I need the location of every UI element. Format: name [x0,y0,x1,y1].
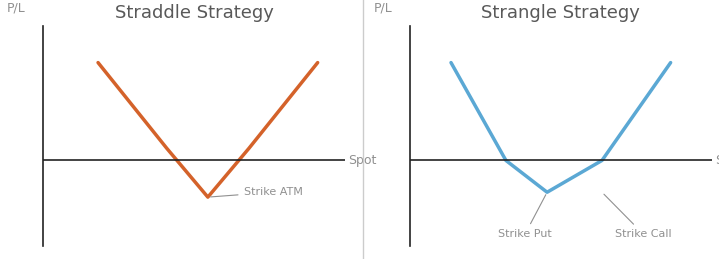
Title: Straddle Strategy: Straddle Strategy [115,4,273,21]
Text: Spot: Spot [715,154,719,167]
Text: P/L: P/L [374,2,393,15]
Text: P/L: P/L [7,2,26,15]
Title: Strangle Strategy: Strangle Strategy [482,4,640,21]
Text: Spot: Spot [348,154,377,167]
Text: Strike ATM: Strike ATM [211,187,303,197]
Text: Strike Put: Strike Put [498,195,552,239]
Text: Strike Call: Strike Call [604,194,672,239]
